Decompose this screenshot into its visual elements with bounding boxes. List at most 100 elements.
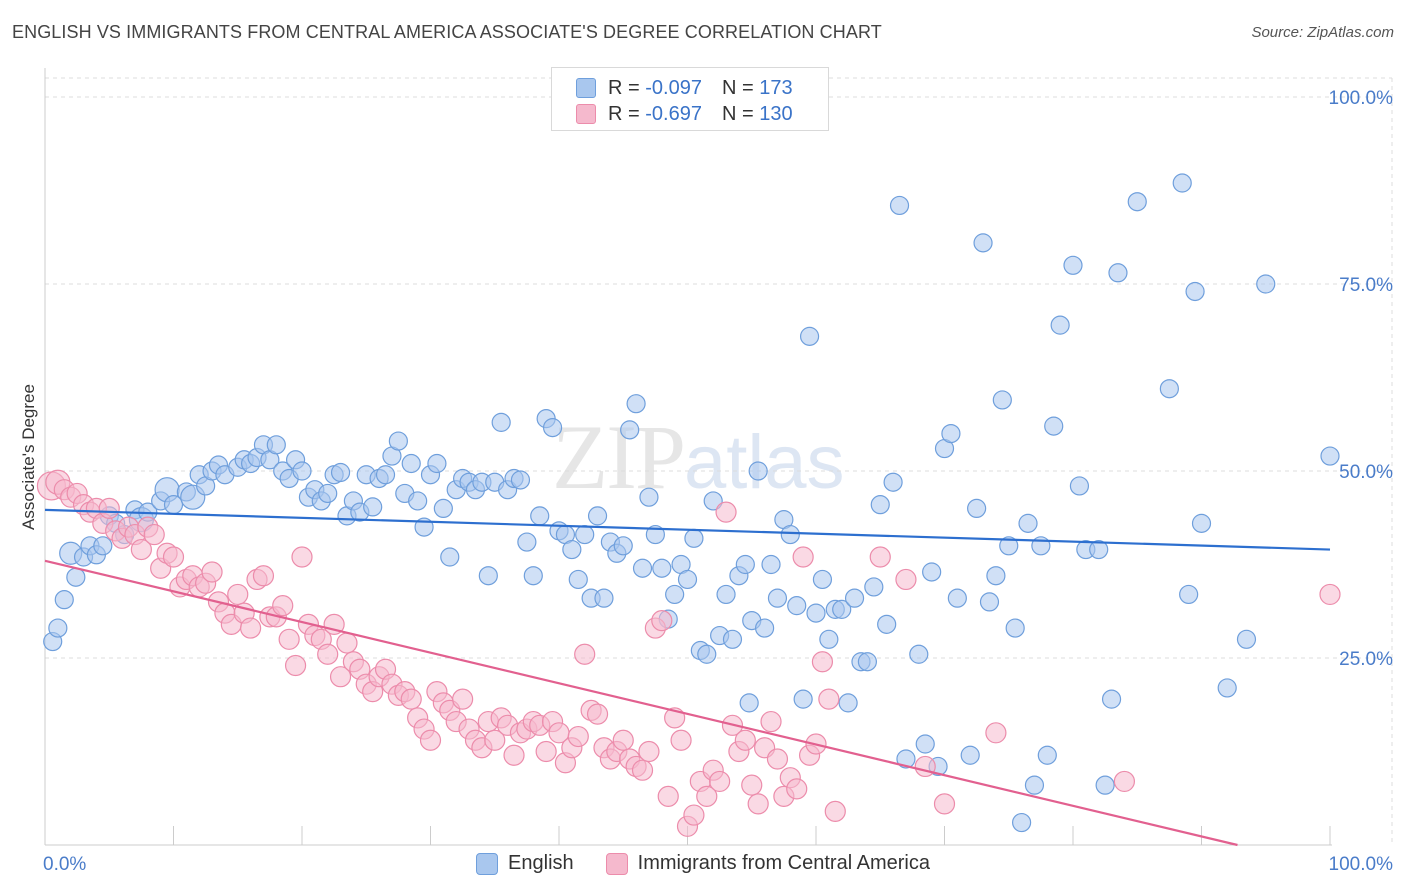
english-point xyxy=(748,461,768,481)
x-tick-label-max: 100.0% xyxy=(1329,854,1394,875)
y-tick-label-75: 75.0% xyxy=(1339,275,1393,296)
english-point xyxy=(1089,539,1109,560)
english-point xyxy=(523,566,543,586)
english-point xyxy=(857,652,878,672)
english-point xyxy=(787,596,807,616)
english-point xyxy=(1024,775,1045,795)
english-point xyxy=(832,599,852,619)
watermark-zip: ZIP xyxy=(552,406,686,508)
legend-label-central-america: Immigrants from Central America xyxy=(637,852,930,874)
central-america-point xyxy=(586,703,609,725)
english-point xyxy=(838,693,858,713)
english-point xyxy=(799,326,820,346)
english-point xyxy=(1320,446,1340,466)
central-america-point xyxy=(291,546,313,568)
english-point xyxy=(960,745,980,765)
english-point xyxy=(1159,379,1179,399)
english-point xyxy=(780,524,800,545)
central-america-point xyxy=(252,565,275,587)
english-point xyxy=(427,453,447,474)
english-point xyxy=(665,584,685,605)
english-point xyxy=(318,483,338,504)
english-point xyxy=(1095,775,1115,795)
axes xyxy=(44,68,1332,846)
english-point xyxy=(375,465,396,485)
central-america-point xyxy=(985,722,1007,744)
english-point xyxy=(883,472,903,492)
english-point xyxy=(645,524,665,545)
central-america-points xyxy=(36,469,1341,837)
english-point xyxy=(1191,513,1212,533)
central-america-point xyxy=(98,497,120,519)
central-america-point xyxy=(766,748,789,770)
english-point xyxy=(1037,745,1057,765)
english-point xyxy=(594,588,614,608)
english-swatch xyxy=(576,78,596,98)
y-axis-title: Associate's Degree xyxy=(19,384,38,530)
english-trend-line xyxy=(44,508,1331,551)
english-point xyxy=(1101,689,1122,709)
english-point xyxy=(909,644,929,664)
english-point xyxy=(639,487,659,507)
english-point xyxy=(864,577,884,597)
english-point xyxy=(915,734,935,754)
central-america-point xyxy=(651,609,673,632)
central-america-point xyxy=(284,654,307,677)
english-point xyxy=(716,584,736,605)
legend-item-english[interactable]: English xyxy=(476,852,574,875)
english-point xyxy=(967,498,987,518)
central-america-point xyxy=(734,729,756,751)
english-point xyxy=(992,390,1012,410)
legend-r-value-central-america: -0.697 xyxy=(645,102,702,125)
y-tick-label-50: 50.0% xyxy=(1339,462,1393,483)
english-point xyxy=(632,558,653,578)
english-point xyxy=(1256,274,1276,294)
english-point xyxy=(408,491,428,511)
central-america-point xyxy=(201,561,223,583)
english-point xyxy=(66,567,86,587)
english-point xyxy=(517,532,537,552)
english-legend-swatch xyxy=(476,852,499,875)
english-point xyxy=(440,547,460,567)
english-point xyxy=(292,461,312,481)
english-point xyxy=(767,588,788,608)
series-legend: English Immigrants from Central America xyxy=(0,852,1406,875)
english-point xyxy=(819,629,839,649)
english-point xyxy=(54,590,74,610)
english-point xyxy=(986,566,1006,586)
english-point xyxy=(266,435,286,455)
watermark-atlas: atlas xyxy=(684,420,845,505)
english-point xyxy=(979,592,1000,612)
english-point xyxy=(1005,618,1025,638)
english-point xyxy=(1011,812,1032,833)
english-point xyxy=(1217,678,1237,698)
central-america-point xyxy=(933,793,956,815)
stats-legend: R = -0.097 N = 173 R = -0.697 N = 130 xyxy=(551,67,829,131)
x-tick-label-min: 0.0% xyxy=(43,854,86,875)
english-point xyxy=(93,536,113,556)
central-america-point xyxy=(638,740,660,763)
legend-r-label: R = xyxy=(608,76,640,99)
central-america-point xyxy=(818,688,840,710)
central-america-point xyxy=(895,568,917,591)
english-point xyxy=(677,569,698,590)
central-america-point xyxy=(1319,583,1341,606)
legend-n-label: N = xyxy=(721,102,754,125)
central-america-point xyxy=(811,651,834,673)
legend-n-value-english: 173 xyxy=(759,76,793,99)
central-america-point xyxy=(535,740,557,763)
english-point xyxy=(1127,192,1147,212)
central-america-point xyxy=(143,523,165,546)
central-america-point xyxy=(162,546,185,568)
central-america-point xyxy=(760,710,782,733)
legend-item-central-america[interactable]: Immigrants from Central America xyxy=(605,852,930,875)
central-america-point xyxy=(484,729,506,751)
english-point xyxy=(844,588,865,608)
english-point xyxy=(1044,416,1064,436)
english-point xyxy=(388,431,408,451)
english-point xyxy=(793,689,813,709)
central-america-point xyxy=(657,785,679,807)
english-point xyxy=(1172,173,1192,193)
english-point xyxy=(947,588,967,608)
